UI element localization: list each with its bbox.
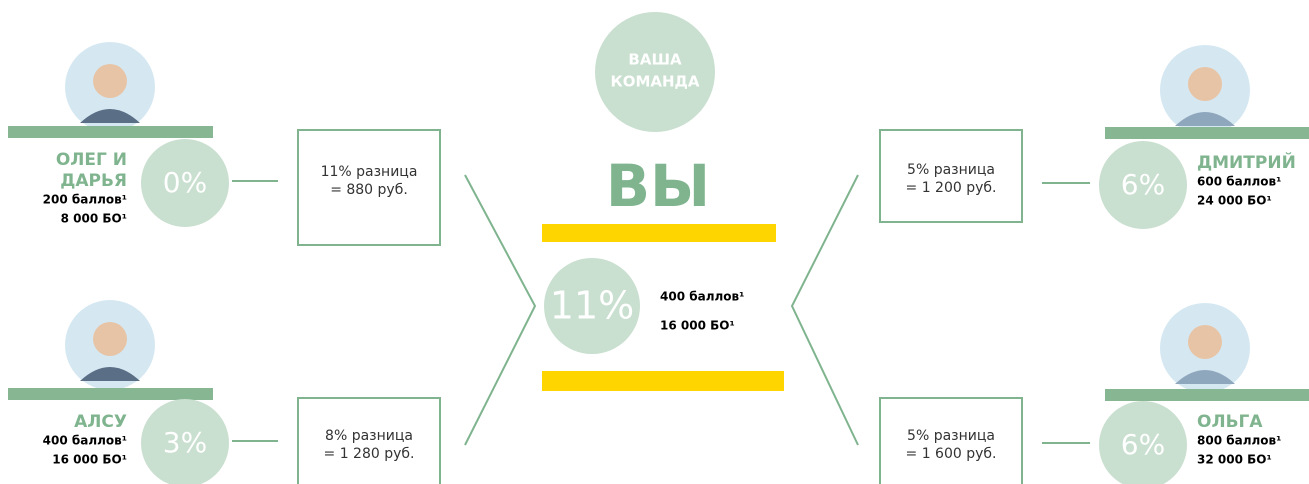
percent-circle <box>141 139 229 227</box>
avatar-head <box>93 322 127 356</box>
difference-text: 5% разница <box>907 428 995 444</box>
percent-circle <box>1099 141 1187 229</box>
difference-box <box>297 397 441 484</box>
member-name: ДАРЬЯ <box>60 171 127 191</box>
member-bo: 16 000 БО¹ <box>52 453 127 467</box>
yellow-bar <box>542 224 776 242</box>
avatar-head <box>1188 325 1222 359</box>
member-name: ОЛЬГА <box>1197 412 1263 432</box>
avatar-body <box>1175 370 1235 384</box>
difference-text: = 880 руб. <box>330 182 408 198</box>
member-percent: 3% <box>163 426 207 459</box>
member-percent: 6% <box>1121 168 1165 201</box>
percent-circle <box>1099 401 1187 484</box>
member-bo: 32 000 БО¹ <box>1197 453 1272 467</box>
bracket <box>790 174 859 446</box>
member-points: 800 баллов¹ <box>1197 434 1281 448</box>
avatar-head <box>93 64 127 98</box>
difference-box <box>879 129 1023 223</box>
difference-box <box>879 397 1023 484</box>
difference-text: = 1 200 руб. <box>906 180 997 196</box>
member-points: 200 баллов¹ <box>43 193 127 207</box>
member-bo: 8 000 БО¹ <box>61 212 127 226</box>
yellow-bar <box>542 371 784 391</box>
member-points: 600 баллов¹ <box>1197 175 1281 189</box>
member-name: ОЛЕГ И <box>56 150 127 170</box>
you-title: ВЫ <box>606 152 710 220</box>
name-bar <box>1105 127 1309 139</box>
avatar-body <box>80 367 140 381</box>
avatar-body <box>80 109 140 123</box>
member-bo: 24 000 БО¹ <box>1197 194 1272 208</box>
difference-box <box>297 129 441 246</box>
difference-text: = 1 600 руб. <box>906 446 997 462</box>
you-bo: 16 000 БО¹ <box>660 319 735 333</box>
you-points: 400 баллов¹ <box>660 290 744 304</box>
member-percent: 6% <box>1121 428 1165 461</box>
difference-text: = 1 280 руб. <box>324 446 415 462</box>
name-bar <box>8 126 213 138</box>
member-name: АЛСУ <box>74 412 127 432</box>
avatar-body <box>1175 112 1235 126</box>
difference-text: 11% разница <box>321 164 418 180</box>
member-percent: 0% <box>163 166 207 199</box>
difference-text: 8% разница <box>325 428 413 444</box>
difference-text: 5% разница <box>907 162 995 178</box>
team-label: КОМАНДА <box>610 73 699 91</box>
name-bar <box>8 388 213 400</box>
team-label: ВАША <box>628 51 682 69</box>
name-bar <box>1105 389 1309 401</box>
you-percent-circle <box>544 258 640 354</box>
member-points: 400 баллов¹ <box>43 434 127 448</box>
avatar-head <box>1188 67 1222 101</box>
team-circle <box>595 12 715 132</box>
you-percent: 11% <box>550 284 634 328</box>
member-name: ДМИТРИЙ <box>1197 151 1296 173</box>
bracket <box>464 174 537 446</box>
percent-circle <box>141 399 229 484</box>
